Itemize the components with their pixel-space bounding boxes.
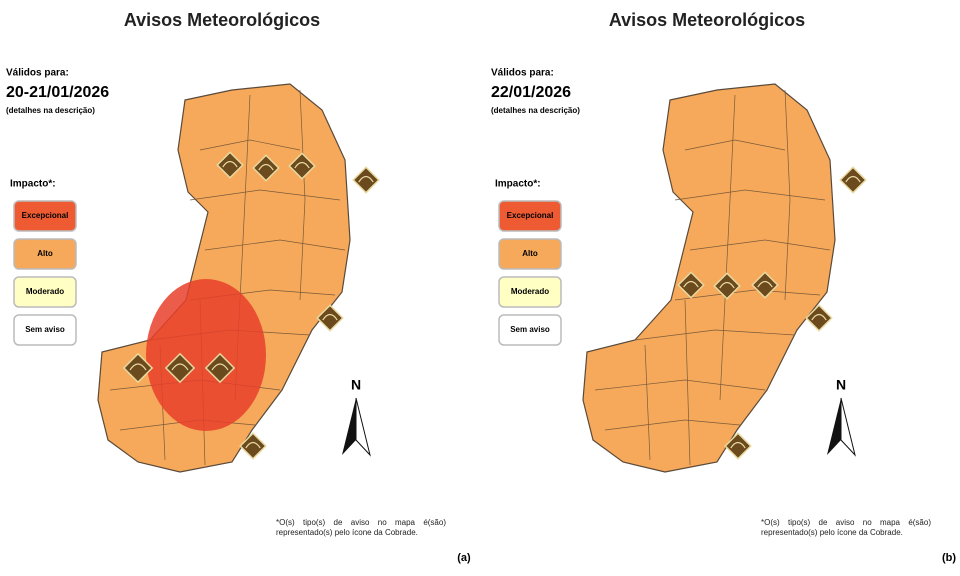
- warning-icon: [352, 166, 380, 194]
- warning-icon: [204, 352, 236, 384]
- legend-label: Alto: [522, 249, 538, 258]
- details: (detalhes na descrição): [491, 106, 580, 115]
- municipal-border: [674, 189, 826, 201]
- north-label: N: [351, 377, 361, 393]
- warning-icon: [751, 271, 779, 299]
- warning-icon-detail: [294, 161, 310, 169]
- warning-icon: [216, 151, 244, 179]
- valid-label: Válidos para:: [491, 68, 554, 79]
- impact-label: Impacto*:: [10, 179, 56, 190]
- warning-icon: [252, 154, 280, 182]
- legend-label: Excepcional: [22, 211, 69, 220]
- warning-icon: [316, 304, 344, 332]
- north-label: N: [836, 377, 846, 393]
- legend-label: Sem aviso: [510, 325, 550, 334]
- municipal-border: [604, 419, 741, 431]
- warning-icon: [288, 152, 316, 180]
- panel: Avisos Meteorológicos Válidos para: 20-21/…: [6, 10, 471, 564]
- exceptional-area: [146, 279, 266, 431]
- legend-swatch: [13, 314, 77, 346]
- legend-label: Moderado: [511, 287, 549, 296]
- municipal-border: [684, 139, 786, 151]
- warning-icon-detail: [222, 160, 238, 168]
- legend-label: Excepcional: [507, 211, 554, 220]
- warning-icon-detail: [171, 363, 189, 371]
- legend-swatch: [498, 276, 562, 308]
- legend-label: Alto: [37, 249, 53, 258]
- warning-icon-detail: [245, 441, 261, 449]
- caption: (b): [942, 552, 956, 564]
- municipal-border: [594, 379, 766, 391]
- municipal-border: [189, 189, 341, 201]
- municipal-border: [689, 239, 831, 251]
- warning-icon-detail: [358, 175, 374, 183]
- valid-date: 22/01/2026: [491, 84, 571, 101]
- valid-label: Válidos para:: [6, 68, 69, 79]
- warning-icon: [713, 272, 741, 300]
- north-arrow: [840, 397, 856, 457]
- municipal-border: [684, 299, 691, 466]
- warning-icon-detail: [719, 281, 735, 289]
- title: Avisos Meteorológicos: [124, 10, 320, 30]
- municipal-border: [719, 94, 736, 401]
- legend-swatch: [13, 238, 77, 270]
- municipal-border: [784, 89, 791, 301]
- legend-label: Moderado: [26, 287, 64, 296]
- warning-icon: [164, 352, 196, 384]
- warning-icon: [239, 432, 267, 460]
- impact-label: Impacto*:: [495, 179, 541, 190]
- warning-icon: [805, 304, 833, 332]
- state-map: [582, 83, 836, 473]
- warning-icon: [122, 352, 154, 384]
- municipal-border: [634, 329, 796, 341]
- warning-icon-detail: [211, 363, 229, 371]
- legend-swatch: [498, 200, 562, 232]
- municipal-border: [299, 89, 306, 301]
- legend-swatch: [498, 314, 562, 346]
- valid-date: 20-21/01/2026: [6, 84, 109, 101]
- footnote: *O(s) tipo(s) de aviso no mapa é(são) re…: [761, 518, 931, 537]
- warning-icon-detail: [322, 313, 338, 321]
- warning-icon-detail: [683, 280, 699, 288]
- legend-swatch: [13, 276, 77, 308]
- warning-icon-detail: [845, 175, 861, 183]
- north-arrow: [355, 397, 371, 457]
- municipal-border: [674, 289, 821, 301]
- north-arrow: [827, 398, 841, 455]
- warning-icon: [677, 271, 705, 299]
- warning-icon-detail: [258, 163, 274, 171]
- warning-icon-detail: [129, 363, 147, 371]
- municipal-border: [644, 344, 651, 461]
- details: (detalhes na descrição): [6, 106, 95, 115]
- legend-swatch: [13, 200, 77, 232]
- warning-icon-detail: [730, 441, 746, 449]
- warning-icon: [839, 166, 867, 194]
- legend-swatch: [498, 238, 562, 270]
- warning-icon-detail: [757, 280, 773, 288]
- municipal-border: [204, 239, 346, 251]
- title: Avisos Meteorológicos: [609, 10, 805, 30]
- municipal-border: [199, 139, 301, 151]
- legend-label: Sem aviso: [25, 325, 65, 334]
- warning-icon-detail: [811, 313, 827, 321]
- panel: Avisos Meteorológicos Válidos para: 22/01/…: [491, 10, 956, 564]
- footnote: *O(s) tipo(s) de aviso no mapa é(são) re…: [276, 518, 446, 537]
- warning-icon: [724, 432, 752, 460]
- caption: (a): [457, 552, 471, 564]
- north-arrow: [342, 398, 356, 455]
